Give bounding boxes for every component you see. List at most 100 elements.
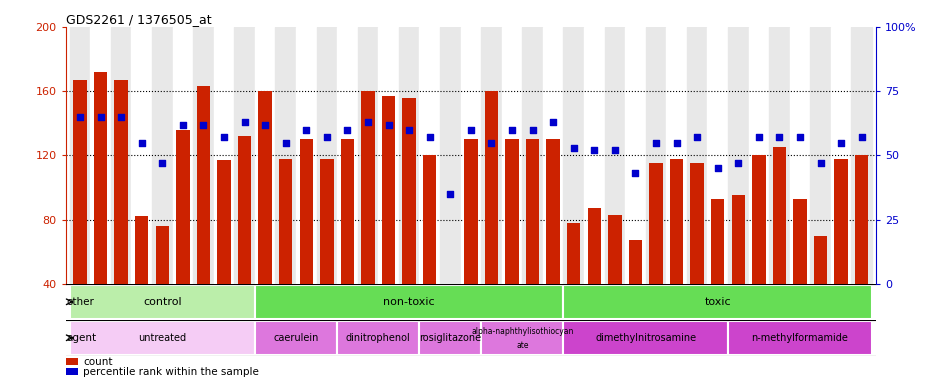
Text: count: count — [83, 356, 113, 366]
Text: toxic: toxic — [704, 297, 730, 307]
Bar — [69, 321, 255, 355]
Point — [586, 147, 601, 153]
Point — [216, 134, 231, 141]
Point — [72, 114, 87, 120]
Point — [402, 127, 417, 133]
Bar — [238, 136, 251, 284]
Bar — [90, 27, 110, 284]
Bar — [378, 27, 399, 284]
Bar — [279, 159, 292, 284]
Bar — [94, 72, 107, 284]
Point — [360, 119, 375, 125]
Text: ate: ate — [516, 341, 528, 350]
Bar — [217, 160, 230, 284]
Bar — [197, 86, 210, 284]
Point — [196, 121, 211, 127]
Bar — [419, 27, 440, 284]
Bar — [463, 139, 477, 284]
Point — [154, 160, 169, 166]
Bar — [813, 236, 826, 284]
Bar — [135, 216, 148, 284]
Point — [237, 119, 252, 125]
Bar — [382, 96, 395, 284]
Point — [792, 134, 807, 141]
Bar — [316, 27, 337, 284]
Bar — [300, 139, 313, 284]
Bar — [114, 80, 127, 284]
Bar — [789, 27, 810, 284]
Bar — [176, 130, 189, 284]
Point — [93, 114, 108, 120]
Bar — [604, 27, 624, 284]
Point — [771, 134, 786, 141]
Bar — [422, 156, 436, 284]
Text: percentile rank within the sample: percentile rank within the sample — [83, 367, 259, 377]
Bar — [258, 91, 271, 284]
Point — [443, 191, 458, 197]
Bar — [505, 139, 519, 284]
Text: non-toxic: non-toxic — [383, 297, 434, 307]
Bar — [649, 163, 662, 284]
Point — [257, 121, 272, 127]
Text: untreated: untreated — [139, 333, 186, 343]
Bar — [546, 139, 559, 284]
Bar — [440, 27, 461, 284]
Bar — [748, 27, 768, 284]
Bar — [768, 27, 789, 284]
Point — [319, 134, 334, 141]
Bar — [399, 27, 419, 284]
Point — [483, 139, 498, 146]
Text: control: control — [143, 297, 182, 307]
Bar — [341, 139, 354, 284]
Bar — [752, 156, 765, 284]
Text: alpha-naphthylisothiocyan: alpha-naphthylisothiocyan — [471, 327, 573, 336]
Bar — [501, 27, 521, 284]
Bar — [234, 27, 255, 284]
Bar — [793, 199, 806, 284]
Bar — [686, 27, 707, 284]
Bar — [255, 27, 275, 284]
Point — [462, 127, 477, 133]
Bar — [484, 91, 498, 284]
Point — [730, 160, 745, 166]
Point — [340, 127, 355, 133]
Bar — [66, 368, 78, 375]
Point — [648, 139, 663, 146]
Bar — [563, 27, 583, 284]
Bar — [690, 163, 703, 284]
Bar — [525, 139, 538, 284]
Bar — [772, 147, 785, 284]
Bar — [587, 209, 600, 284]
Bar — [69, 285, 255, 319]
Text: other: other — [66, 297, 94, 307]
Bar — [834, 159, 847, 284]
Text: agent: agent — [66, 333, 96, 343]
Bar — [419, 321, 480, 355]
Point — [627, 170, 642, 176]
Bar — [731, 195, 744, 284]
Bar — [727, 321, 871, 355]
Point — [854, 134, 869, 141]
Point — [422, 134, 437, 141]
Bar — [193, 27, 213, 284]
Bar — [628, 240, 641, 284]
Point — [751, 134, 766, 141]
Bar — [155, 226, 168, 284]
Bar — [563, 285, 871, 319]
Bar — [851, 27, 871, 284]
Bar — [320, 159, 333, 284]
Text: rosiglitazone: rosiglitazone — [418, 333, 481, 343]
Bar — [275, 27, 296, 284]
Bar — [810, 27, 830, 284]
Bar — [358, 27, 378, 284]
Bar — [213, 27, 234, 284]
Text: n-methylformamide: n-methylformamide — [751, 333, 847, 343]
Bar — [172, 27, 193, 284]
Point — [709, 165, 724, 171]
Bar — [727, 27, 748, 284]
Bar — [255, 285, 563, 319]
Text: dinitrophenol: dinitrophenol — [345, 333, 410, 343]
Point — [134, 139, 149, 146]
Point — [689, 134, 704, 141]
Point — [833, 139, 848, 146]
